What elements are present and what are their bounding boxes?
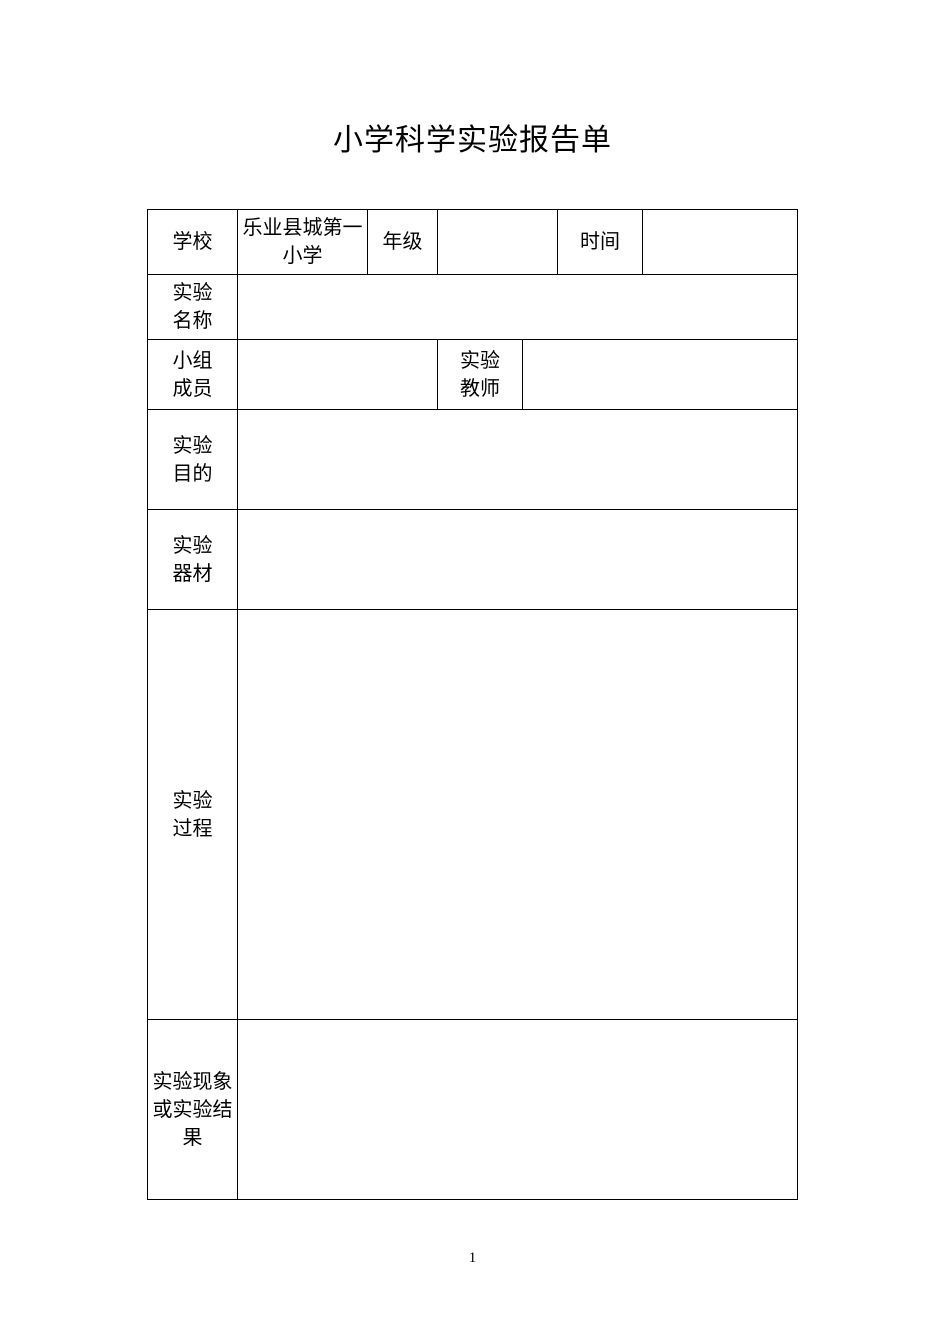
page: 小学科学实验报告单 学校 乐业县城第一小学 年级 时间 实验名称 小组成员 (0, 0, 945, 1337)
value-exp-result[interactable] (238, 1020, 798, 1200)
value-exp-teacher[interactable] (523, 340, 798, 410)
value-exp-process[interactable] (238, 610, 798, 1020)
label-exp-purpose: 实验目的 (148, 410, 238, 510)
report-form-table: 学校 乐业县城第一小学 年级 时间 实验名称 小组成员 实验教师 实验目的 实验… (147, 209, 798, 1200)
value-exp-equipment[interactable] (238, 510, 798, 610)
label-exp-equipment: 实验器材 (148, 510, 238, 610)
value-exp-name[interactable] (238, 275, 798, 340)
page-number: 1 (0, 1250, 945, 1267)
value-school[interactable]: 乐业县城第一小学 (238, 210, 368, 275)
row-exp-name: 实验名称 (148, 275, 798, 340)
label-exp-name: 实验名称 (148, 275, 238, 340)
label-group-members: 小组成员 (148, 340, 238, 410)
label-exp-teacher: 实验教师 (438, 340, 523, 410)
page-title: 小学科学实验报告单 (0, 115, 945, 159)
label-exp-result: 实验现象或实验结果 (148, 1020, 238, 1200)
label-exp-process: 实验过程 (148, 610, 238, 1020)
value-grade[interactable] (438, 210, 558, 275)
row-process: 实验过程 (148, 610, 798, 1020)
label-school: 学校 (148, 210, 238, 275)
row-group: 小组成员 实验教师 (148, 340, 798, 410)
row-result: 实验现象或实验结果 (148, 1020, 798, 1200)
row-purpose: 实验目的 (148, 410, 798, 510)
row-school: 学校 乐业县城第一小学 年级 时间 (148, 210, 798, 275)
value-exp-purpose[interactable] (238, 410, 798, 510)
value-group-members[interactable] (238, 340, 438, 410)
row-equipment: 实验器材 (148, 510, 798, 610)
label-time: 时间 (558, 210, 643, 275)
label-grade: 年级 (368, 210, 438, 275)
value-time[interactable] (643, 210, 798, 275)
